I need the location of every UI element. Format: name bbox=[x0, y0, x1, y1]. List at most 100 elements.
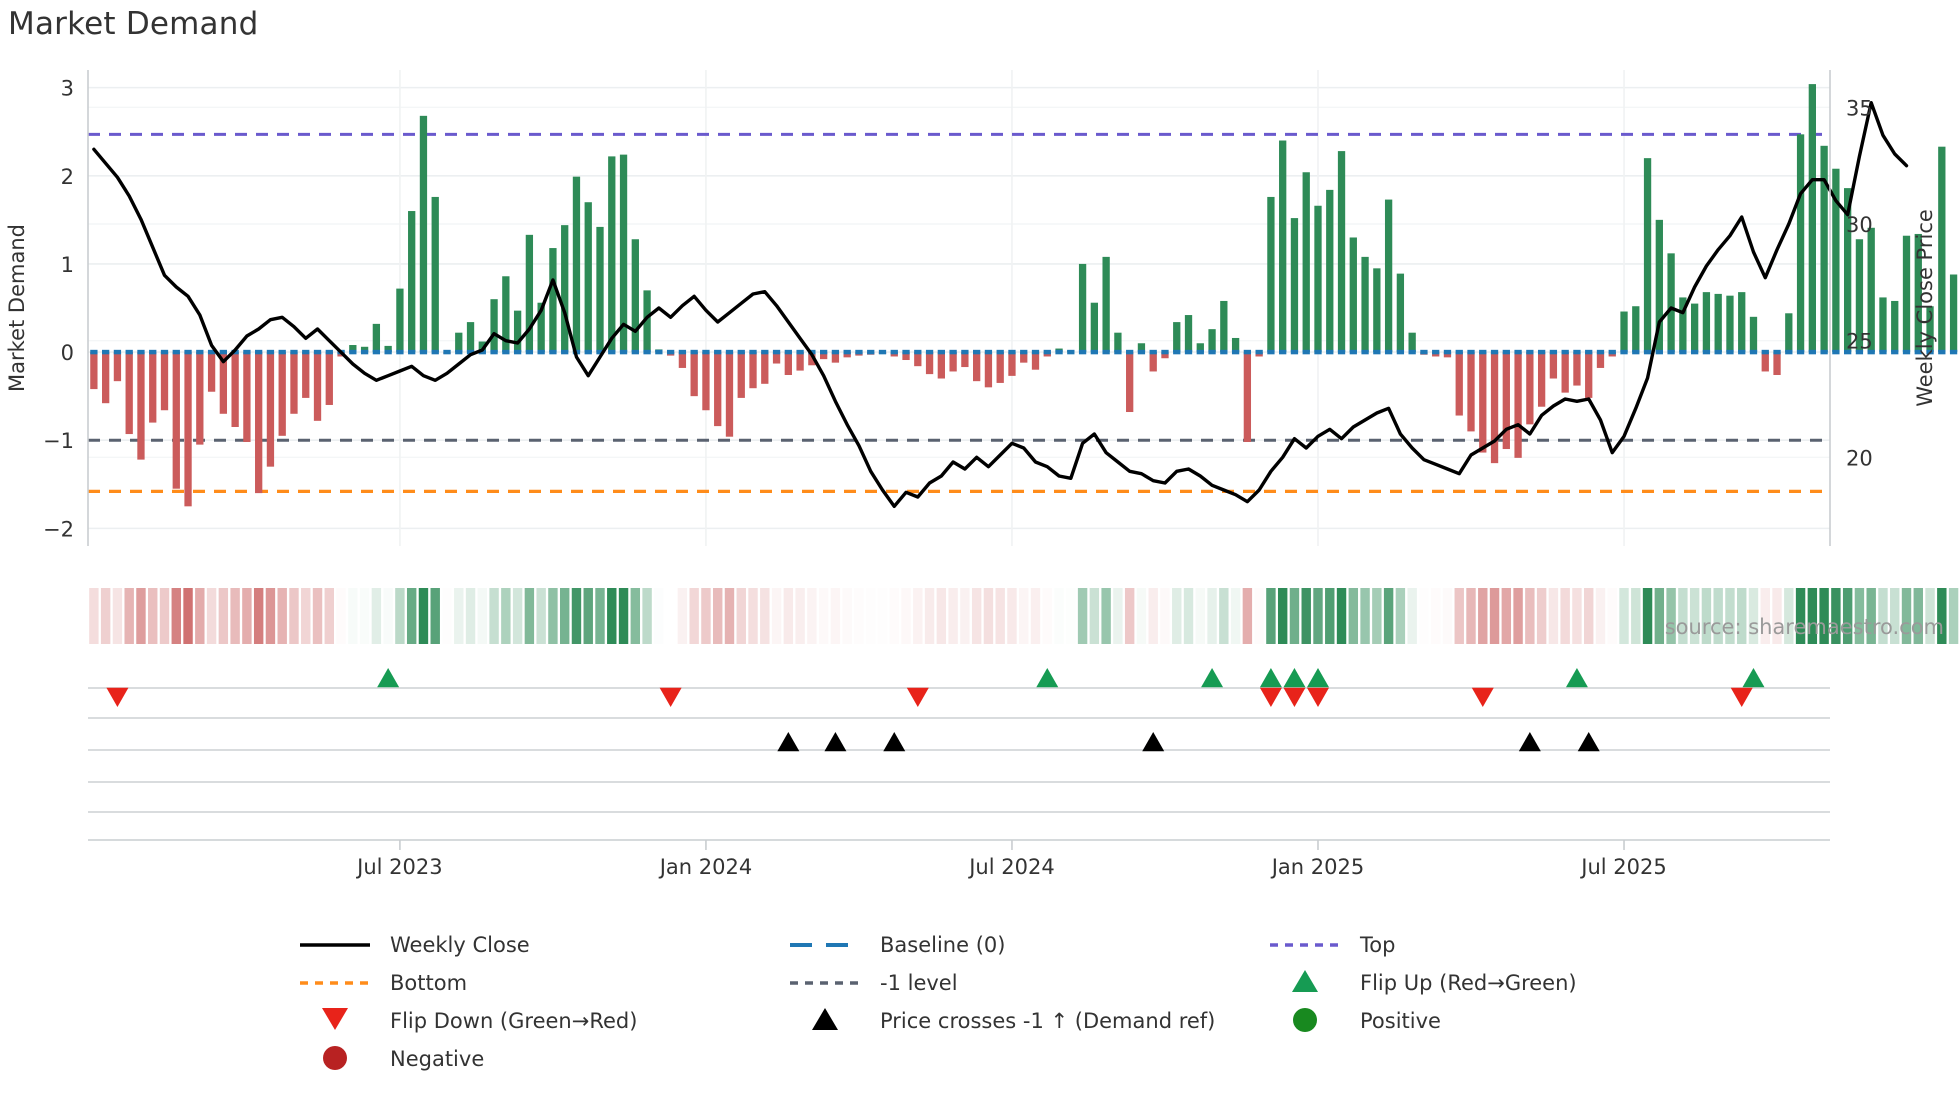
demand-bar bbox=[1585, 352, 1593, 398]
demand-bar bbox=[396, 288, 404, 353]
demand-bar bbox=[1326, 189, 1334, 353]
heatmap-cell bbox=[736, 588, 746, 644]
heatmap-cell bbox=[1525, 588, 1535, 644]
heatmap-cell bbox=[1219, 588, 1229, 644]
legend-item[interactable]: Negative bbox=[323, 1046, 484, 1071]
heatmap-cell bbox=[1383, 588, 1394, 644]
demand-bar bbox=[1455, 352, 1463, 416]
demand-bar bbox=[843, 352, 851, 358]
heatmap-cell bbox=[1172, 588, 1182, 644]
demand-bar bbox=[1879, 297, 1887, 353]
heatmap-cell bbox=[148, 588, 158, 644]
demand-bar bbox=[125, 352, 133, 435]
demand-bar bbox=[196, 352, 204, 445]
heatmap-cell bbox=[395, 588, 405, 644]
left-axis-label: Market Demand bbox=[5, 224, 29, 392]
demand-bar bbox=[902, 352, 910, 361]
legend-triangle-down-icon bbox=[322, 1008, 348, 1030]
left-axis-tick-label: 2 bbox=[61, 165, 74, 189]
demand-bar bbox=[1396, 273, 1405, 353]
heatmap-cell bbox=[1254, 588, 1264, 644]
price-cross-up-marker bbox=[1142, 732, 1165, 752]
heatmap-cell bbox=[1313, 588, 1323, 644]
heatmap-cell bbox=[571, 588, 582, 644]
heatmap-cell bbox=[124, 588, 134, 644]
heatmap-cell bbox=[548, 588, 558, 644]
demand-bar bbox=[408, 211, 416, 353]
demand-bar bbox=[1926, 306, 1934, 353]
heatmap-cell bbox=[1419, 588, 1429, 644]
right-axis-tick-label: 30 bbox=[1846, 213, 1873, 237]
heatmap-cell bbox=[183, 588, 193, 644]
demand-bar bbox=[1361, 256, 1369, 353]
flip-up-marker bbox=[1283, 668, 1306, 688]
demand-bar bbox=[1808, 84, 1816, 353]
demand-bar bbox=[1526, 352, 1534, 425]
heatmap-cell bbox=[489, 588, 499, 644]
legend-item[interactable]: Flip Down (Green→Red) bbox=[322, 1008, 637, 1033]
legend-item[interactable]: Weekly Close bbox=[300, 933, 530, 957]
legend-item[interactable]: Positive bbox=[1293, 1008, 1441, 1033]
demand-bar bbox=[1467, 352, 1475, 432]
heatmap-cell bbox=[830, 588, 841, 644]
heatmap-cell bbox=[206, 588, 217, 644]
heatmap-cell bbox=[1348, 588, 1359, 644]
demand-bar bbox=[1855, 239, 1864, 353]
heatmap-cell bbox=[1407, 588, 1417, 644]
heatmap-cell bbox=[1890, 588, 1900, 644]
heatmap-cell bbox=[1595, 588, 1606, 644]
flip-up-marker bbox=[377, 668, 400, 688]
demand-bar bbox=[431, 196, 439, 353]
legend-item[interactable]: Price crosses -1 ↑ (Demand ref) bbox=[812, 1008, 1215, 1033]
heatmap-cell bbox=[1289, 588, 1300, 644]
flip-up-marker bbox=[1306, 668, 1329, 688]
demand-bar bbox=[455, 332, 463, 353]
left-axis-tick-label: −1 bbox=[43, 429, 74, 453]
demand-bar bbox=[1573, 352, 1581, 386]
heatmap-cell bbox=[1654, 588, 1665, 644]
demand-bar bbox=[419, 115, 428, 353]
demand-bar bbox=[619, 154, 628, 353]
heatmap-cell bbox=[1666, 588, 1676, 644]
heatmap-cell bbox=[807, 588, 817, 644]
demand-bar bbox=[207, 352, 216, 392]
heatmap-cell bbox=[1713, 588, 1723, 644]
legend-item[interactable]: Bottom bbox=[300, 971, 467, 995]
flip-up-marker bbox=[1742, 668, 1765, 688]
demand-bar bbox=[1149, 352, 1157, 372]
heatmap-cell bbox=[607, 588, 617, 644]
demand-bar bbox=[1196, 343, 1204, 353]
price-cross-up-marker bbox=[1577, 732, 1600, 752]
heatmap-cell bbox=[1619, 588, 1629, 644]
legend-item[interactable]: Flip Up (Red→Green) bbox=[1292, 970, 1577, 995]
heatmap-cell bbox=[383, 588, 393, 644]
heatmap-cell bbox=[171, 588, 181, 644]
heatmap-cell bbox=[1101, 588, 1111, 644]
heatmap-cell bbox=[1442, 588, 1453, 644]
heatmap-cell bbox=[418, 588, 429, 644]
demand-bar bbox=[1726, 295, 1734, 353]
heatmap-cell bbox=[1030, 588, 1041, 644]
heatmap-cell bbox=[454, 588, 464, 644]
heatmap-cell bbox=[1513, 588, 1523, 644]
heatmap-cell bbox=[277, 588, 287, 644]
heatmap-cell bbox=[1842, 588, 1853, 644]
gridlines-group bbox=[88, 70, 1830, 546]
demand-bar bbox=[1102, 256, 1110, 353]
heatmap-cell bbox=[889, 588, 899, 644]
heatmap-cell bbox=[842, 588, 852, 644]
legend-item-label: Positive bbox=[1360, 1009, 1441, 1033]
legend-item[interactable]: Baseline (0) bbox=[790, 933, 1005, 957]
demand-bar bbox=[1302, 172, 1310, 353]
heatmap-cell bbox=[1536, 588, 1547, 644]
legend-item[interactable]: -1 level bbox=[790, 971, 958, 995]
heatmap-cell bbox=[1784, 588, 1794, 644]
heatmap-cell bbox=[1489, 588, 1500, 644]
heatmap-cell bbox=[1878, 588, 1888, 644]
heatmap-cell bbox=[1560, 588, 1570, 644]
heatmap-cell bbox=[301, 588, 311, 644]
demand-bar bbox=[1290, 218, 1299, 353]
legend-item[interactable]: Top bbox=[1270, 933, 1395, 957]
heatmap-cell bbox=[312, 588, 323, 644]
heatmap-cell bbox=[1548, 588, 1559, 644]
